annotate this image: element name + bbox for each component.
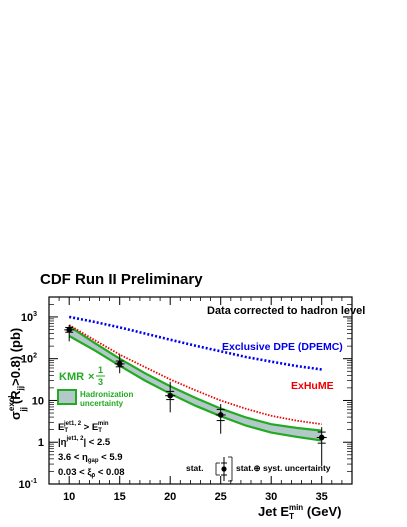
kmr-legend: KMR × 1 3 Hadronization uncertainty: [57, 365, 133, 408]
x-axis-label: Jet ETmin (GeV): [258, 503, 342, 521]
kmr-legend-denominator: 3: [98, 377, 103, 387]
axes: 10 15 20 25 30 35 10-1 1 10 102 103: [19, 296, 353, 503]
kmr-legend-times: ×: [88, 371, 94, 383]
x-tick-label: 20: [164, 491, 176, 503]
error-legend: stat. stat.⊕ syst. uncertainty: [186, 456, 331, 482]
x-tick-label: 35: [316, 491, 328, 503]
curves-layer: [68, 315, 322, 426]
dpemc-curve: [68, 315, 322, 371]
cut-gap-text: 3.6 < ηgap < 5.9: [58, 452, 123, 464]
exhume-curve: [68, 324, 322, 426]
kmr-band-layer: [68, 325, 322, 442]
kmr-legend-band-line2: uncertainty: [80, 399, 124, 408]
cut-xi-text: 0.03 < ξp̄ < 0.08: [58, 467, 125, 479]
kmr-band-upper-edge: [68, 325, 322, 432]
x-tick-label: 25: [215, 491, 227, 503]
y-tick-label: 10-1: [19, 478, 38, 491]
cut-et-text: ETjet1, 2 > ETmin: [58, 421, 109, 434]
chart-title: CDF Run II Preliminary: [40, 271, 203, 288]
error-legend-syst-label: stat.⊕ syst. uncertainty: [236, 463, 331, 473]
data-point: [167, 392, 173, 399]
cut-annotations: ETjet1, 2 > ETmin |ηjet1, 2| < 2.5 3.6 <…: [58, 421, 125, 479]
kmr-legend-numerator: 1: [98, 365, 103, 375]
data-point: [116, 361, 123, 367]
data-points-layer: [64, 325, 327, 466]
y-tick-label: 103: [21, 311, 37, 324]
data-point: [318, 434, 325, 441]
exhume-label: ExHuME: [291, 380, 334, 392]
y-tick-label: 102: [21, 353, 37, 366]
kmr-legend-band-swatch: [57, 389, 77, 405]
cut-eta-text: |ηjet1, 2| < 2.5: [58, 436, 111, 448]
kmr-legend-label: KMR: [59, 371, 84, 383]
data-point: [66, 327, 72, 333]
kmr-band-fill: [69, 326, 322, 441]
chart-subtitle: Data corrected to hadron level: [207, 305, 365, 317]
y-tick-label: 10: [32, 395, 44, 407]
kmr-band-lower-edge: [68, 335, 322, 442]
y-tick-label: 1: [38, 437, 44, 449]
x-tick-label: 15: [114, 491, 126, 503]
error-legend-stat-label: stat.: [186, 463, 203, 473]
x-tick-label: 30: [265, 491, 277, 503]
data-point: [217, 412, 224, 418]
y-axis-label: σexcl jj(Rjj>0.8) (pb): [7, 328, 28, 420]
error-legend-marker: [221, 466, 227, 472]
kmr-legend-band-line1: Hadronization: [80, 390, 133, 399]
x-tick-label: 10: [63, 491, 75, 503]
dpemc-label: Exclusive DPE (DPEMC): [222, 341, 343, 353]
